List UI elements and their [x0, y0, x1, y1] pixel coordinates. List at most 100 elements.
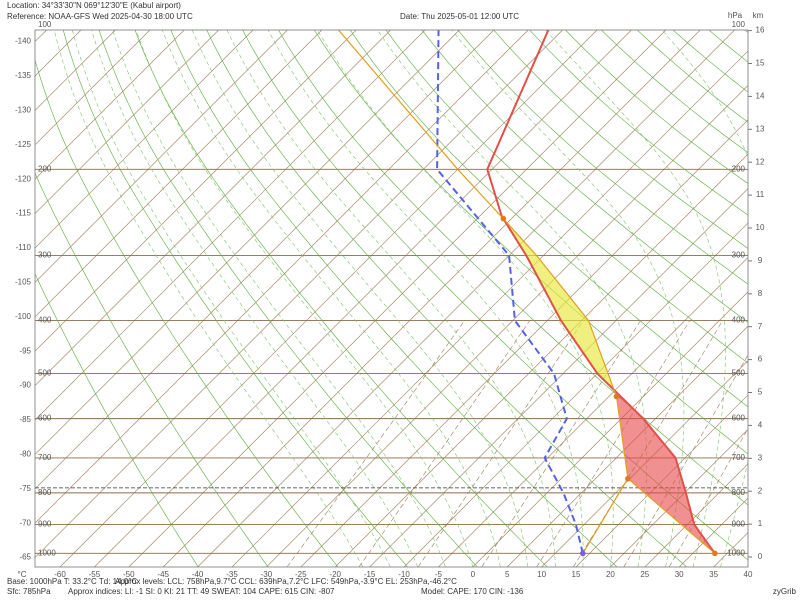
pressure-tick-label: 900 — [38, 520, 52, 529]
height-tick-label: 15 — [756, 59, 765, 68]
footer-sfc: Sfc: 785hPa — [7, 587, 51, 596]
mixing-ratio — [536, 320, 690, 567]
height-tick-label: 6 — [758, 355, 763, 364]
isotherm — [128, 30, 667, 567]
dry-adiabat — [62, 30, 408, 567]
height-tick-label: 10 — [756, 223, 765, 232]
height-tick-label: 8 — [758, 289, 763, 298]
pressure-tick-label: 300 — [732, 251, 746, 260]
x-tick-label: -50 — [123, 570, 135, 579]
isotherm — [506, 325, 748, 567]
mixing-ratio — [417, 320, 584, 567]
dry-adiabat — [98, 30, 478, 567]
isotherm — [438, 256, 748, 567]
isotherm — [334, 153, 748, 567]
isotherm-label: -115 — [16, 209, 32, 218]
pressure-tick-label: 600 — [732, 414, 746, 423]
isotherm — [35, 30, 116, 111]
pressure-tick-label: 1000 — [38, 548, 56, 557]
mixing-ratio — [286, 320, 465, 567]
dry-adiabat — [242, 30, 748, 561]
footer-base: Base: 1000hPa T: 33.2°C Td: 14.0°C — [7, 577, 137, 586]
x-tick-label: -35 — [226, 570, 238, 579]
x-tick-label: -55 — [89, 570, 101, 579]
base-dewpoint-marker — [579, 550, 586, 557]
isotherm-label: -135 — [15, 71, 32, 80]
dry-adiabat — [385, 30, 748, 364]
moist-adiabat — [451, 30, 685, 567]
isotherm-label: -100 — [15, 312, 32, 321]
dry-adiabat — [457, 30, 748, 285]
moist-adiabat — [135, 30, 474, 567]
moist-adiabat — [191, 30, 529, 567]
moist-adiabat — [112, 30, 446, 567]
moist-adiabat — [317, 30, 614, 567]
footer-levels: Approx levels: LCL: 758hPa,9.7°C CCL: 63… — [115, 577, 457, 586]
mixing-ratio — [358, 320, 530, 567]
x-tick-label: -45 — [157, 570, 169, 579]
x-tick-label: -10 — [398, 570, 410, 579]
date: Date: Thu 2025-05-01 12:00 UTC — [400, 12, 519, 21]
isotherm-label: -95 — [19, 346, 31, 355]
x-tick-label: -5 — [435, 570, 443, 579]
dry-adiabat — [421, 30, 748, 323]
dry-adiabat — [206, 30, 687, 567]
moist-adiabat — [226, 30, 556, 567]
pressure-tick-label: 200 — [38, 164, 52, 173]
mixing-ratio — [668, 427, 748, 567]
height-tick-label: 3 — [758, 453, 763, 462]
location: Location: 34°33'30"N 069°12'30"E (Kabul … — [7, 1, 181, 10]
height-tick-label: 5 — [758, 388, 763, 397]
dry-adiabat — [170, 30, 618, 567]
moist-adiabat — [161, 30, 501, 567]
isotherm — [369, 188, 748, 567]
pressure-tick-label: 600 — [38, 414, 52, 423]
pressure-tick-label: 900 — [732, 520, 746, 529]
dry-adiabat — [349, 30, 748, 408]
footer-model: Model: CAPE: 170 CIN: -136 — [421, 587, 524, 596]
isotherm — [162, 30, 701, 567]
moist-adiabat — [545, 30, 726, 567]
cin-area — [616, 396, 715, 554]
isotherm — [35, 30, 426, 421]
isotherm — [35, 30, 47, 42]
isotherm — [403, 222, 748, 567]
moist-adiabat — [377, 30, 647, 567]
isotherm-label: -105 — [15, 278, 32, 287]
pressure-tick-label: 700 — [732, 453, 746, 462]
pressure-tick-label: 500 — [732, 369, 746, 378]
footer-indices: Approx indices: LI: -1 SI: 0 KI: 21 TT: … — [68, 587, 335, 596]
pressure-tick-label: 500 — [38, 369, 52, 378]
x-tick-label: 40 — [744, 570, 753, 579]
isotherm — [35, 30, 391, 386]
pressure-tick-label: 100 — [38, 20, 52, 29]
isotherm — [35, 30, 82, 77]
isotherm-label: -65 — [19, 553, 31, 562]
pressure-tick-label: 400 — [732, 316, 746, 325]
isotherm — [644, 463, 748, 567]
isotherm-label: -70 — [19, 518, 31, 527]
isotherm — [35, 30, 495, 490]
dewpoint-line — [436, 30, 584, 554]
level-marker — [613, 393, 620, 400]
isotherm-label: -75 — [19, 484, 31, 493]
brand: zyGrib — [773, 587, 797, 596]
x-tick-label: -60 — [54, 570, 66, 579]
cape-area — [503, 218, 622, 397]
dry-adiabat — [493, 30, 748, 249]
parcel-line — [337, 30, 716, 554]
x-tick-label: 10 — [537, 570, 546, 579]
plot-frame — [34, 29, 749, 568]
height-tick-label: 7 — [758, 322, 763, 331]
height-tick-label: 13 — [756, 124, 765, 133]
isotherm-label: -140 — [15, 37, 32, 46]
moist-adiabat — [267, 30, 584, 567]
mixing-line-line — [582, 478, 629, 554]
isotherm — [472, 291, 748, 567]
x-tick-label: 25 — [640, 570, 649, 579]
height-tick-label: 11 — [756, 190, 765, 199]
isotherm — [35, 30, 357, 352]
dry-adiabat — [35, 273, 199, 567]
pressure-tick-label: 300 — [38, 251, 52, 260]
moist-adiabat — [53, 30, 364, 567]
